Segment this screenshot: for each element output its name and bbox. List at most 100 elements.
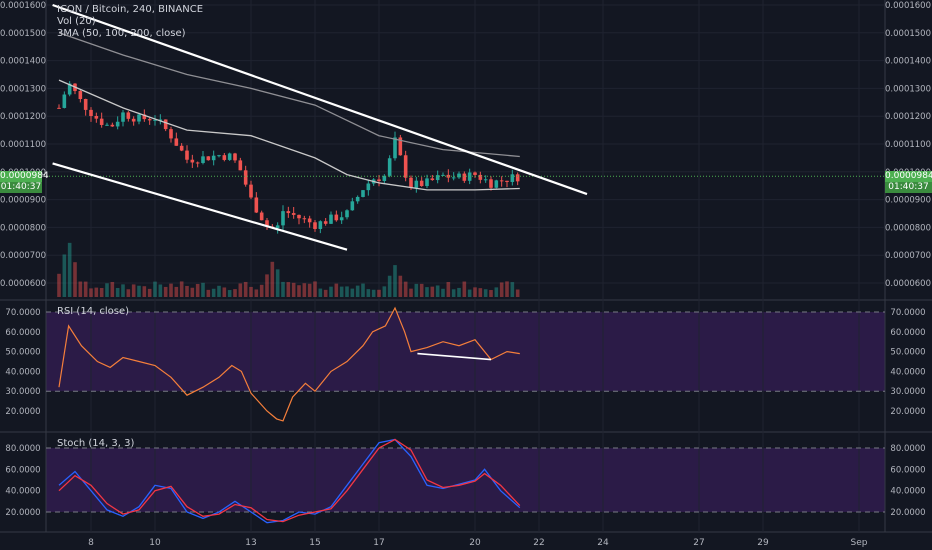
candle-body[interactable]	[302, 218, 307, 220]
symbol-legend[interactable]: ICON / Bitcoin, 240, BINANCE	[57, 4, 204, 15]
candle-body[interactable]	[206, 156, 211, 161]
candle-body[interactable]	[510, 174, 515, 182]
stoch-legend[interactable]: Stoch (14, 3, 3)	[57, 438, 135, 449]
candle-body[interactable]	[505, 180, 509, 182]
candle-body[interactable]	[121, 112, 125, 122]
candle-body[interactable]	[435, 175, 440, 181]
candle-body[interactable]	[78, 91, 83, 100]
price-tick-right: 0.0000700	[885, 251, 931, 261]
candle-body[interactable]	[318, 221, 323, 229]
candle-body[interactable]	[494, 180, 499, 188]
candle-body[interactable]	[233, 153, 237, 161]
candle-body[interactable]	[483, 179, 488, 181]
candle-body[interactable]	[254, 197, 259, 213]
candle-body[interactable]	[323, 221, 328, 224]
candle-body[interactable]	[105, 124, 109, 126]
candle-body[interactable]	[307, 218, 312, 223]
candle-body[interactable]	[195, 162, 200, 164]
candle-body[interactable]	[334, 214, 339, 221]
candle-body[interactable]	[398, 137, 403, 156]
candle-body[interactable]	[457, 173, 461, 178]
rsi-legend[interactable]: RSI (14, close)	[57, 306, 130, 317]
moving-average-line[interactable]	[58, 79, 520, 191]
rsi-trendline[interactable]	[417, 352, 492, 361]
last-price-label: 0.0000984	[885, 171, 932, 182]
candle-body[interactable]	[83, 99, 88, 110]
candle-body[interactable]	[179, 145, 184, 151]
candle-body[interactable]	[89, 109, 93, 116]
candle-body[interactable]	[238, 160, 243, 171]
candle-body[interactable]	[249, 184, 253, 198]
moving-average-line[interactable]	[58, 32, 520, 158]
candle-body[interactable]	[147, 119, 152, 121]
candle-body[interactable]	[99, 118, 104, 125]
candle-body[interactable]	[259, 212, 264, 221]
candle-body[interactable]	[243, 170, 248, 185]
candle-body[interactable]	[275, 225, 280, 229]
stoch-line[interactable]	[58, 438, 521, 524]
candle-body[interactable]	[377, 179, 381, 181]
candle-body[interactable]	[355, 196, 360, 202]
price-tick-left: 0.0000600	[0, 279, 46, 289]
price-tick-left: 0.0001100	[0, 140, 46, 150]
rsi-line[interactable]	[58, 306, 520, 422]
candle-body[interactable]	[366, 183, 371, 191]
volume-legend[interactable]: Vol (20)	[57, 16, 96, 27]
candle-body[interactable]	[409, 177, 413, 188]
candle-body[interactable]	[291, 213, 296, 215]
candle-body[interactable]	[393, 137, 397, 159]
candle-body[interactable]	[174, 138, 179, 146]
candle-body[interactable]	[425, 178, 429, 187]
candle-body[interactable]	[137, 114, 141, 122]
candle-body[interactable]	[94, 115, 99, 119]
candle-body[interactable]	[67, 83, 72, 95]
candle-body[interactable]	[478, 174, 483, 180]
candle-body[interactable]	[462, 173, 467, 181]
ma-legend[interactable]: 3MA (50, 100, 200, close)	[57, 28, 186, 39]
candle-body[interactable]	[185, 150, 189, 160]
candle-body[interactable]	[345, 210, 349, 218]
candle-body[interactable]	[387, 158, 392, 176]
candle-body[interactable]	[414, 180, 419, 188]
price-trendline[interactable]	[52, 3, 588, 196]
candle-body[interactable]	[131, 118, 136, 122]
candle-body[interactable]	[329, 214, 333, 224]
candle-body[interactable]	[297, 214, 301, 219]
candle-body[interactable]	[190, 159, 195, 163]
candle-body[interactable]	[211, 155, 216, 161]
candle-body[interactable]	[286, 211, 291, 214]
candle-body[interactable]	[361, 190, 365, 197]
candle-body[interactable]	[441, 174, 445, 176]
candle-body[interactable]	[382, 175, 387, 181]
candle-body[interactable]	[163, 119, 168, 130]
candle-body[interactable]	[57, 107, 61, 109]
candle-body[interactable]	[499, 180, 504, 182]
candle-body[interactable]	[403, 155, 408, 178]
candle-body[interactable]	[169, 129, 173, 139]
candle-body[interactable]	[126, 112, 131, 119]
candle-body[interactable]	[62, 94, 67, 108]
candle-body[interactable]	[142, 114, 147, 120]
candle-body[interactable]	[158, 119, 163, 121]
candle-body[interactable]	[110, 124, 115, 127]
candle-body[interactable]	[451, 177, 456, 179]
candle-body[interactable]	[227, 153, 232, 160]
candle-body[interactable]	[222, 155, 227, 160]
candle-body[interactable]	[419, 180, 424, 187]
price-trendline[interactable]	[52, 162, 348, 251]
candle-body[interactable]	[473, 172, 477, 175]
candle-body[interactable]	[217, 155, 221, 157]
candle-body[interactable]	[313, 222, 317, 229]
candle-body[interactable]	[115, 121, 120, 127]
candle-body[interactable]	[489, 179, 493, 188]
candle-body[interactable]	[350, 201, 355, 211]
stoch-line[interactable]	[58, 438, 521, 523]
candle-body[interactable]	[265, 220, 269, 227]
candle-body[interactable]	[201, 156, 205, 163]
candle-body[interactable]	[515, 174, 520, 182]
candle-body[interactable]	[281, 211, 285, 226]
candle-body[interactable]	[153, 119, 157, 121]
candle-body[interactable]	[430, 178, 435, 181]
candle-body[interactable]	[339, 217, 344, 221]
